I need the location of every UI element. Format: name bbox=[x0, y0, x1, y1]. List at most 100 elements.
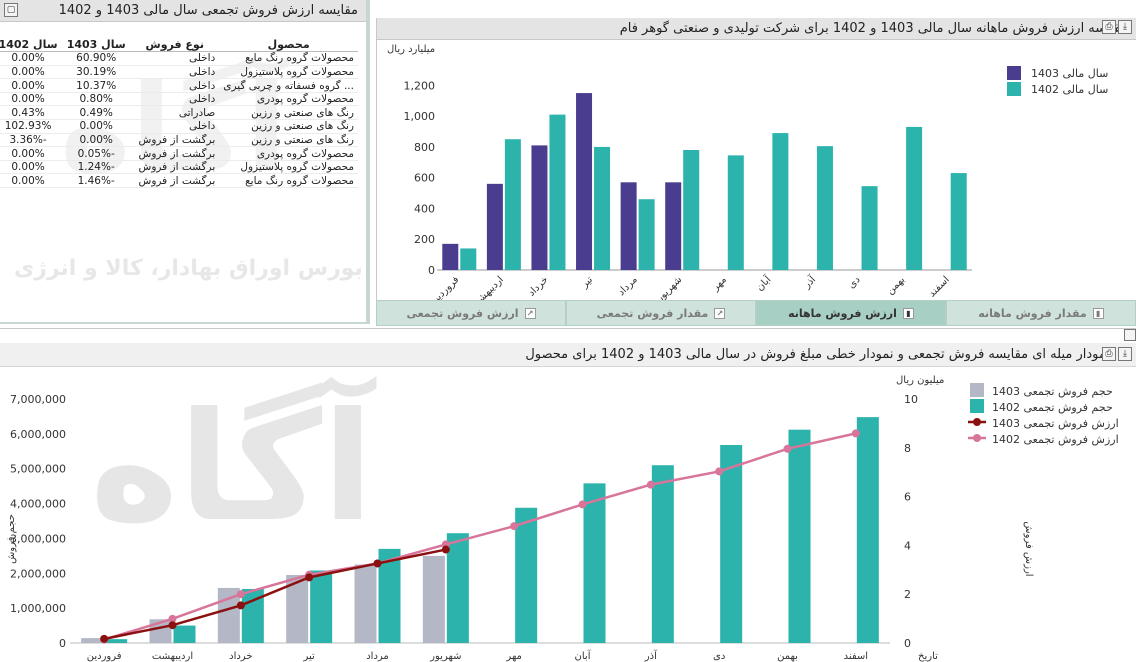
cell-1403: 30.19% bbox=[62, 65, 131, 80]
cell-1402: 0.00% bbox=[0, 160, 63, 175]
cell-1402: -3.36% bbox=[0, 133, 63, 148]
line-1402-point bbox=[851, 429, 860, 438]
cell-1403: -0.05% bbox=[62, 146, 131, 161]
tab-1[interactable]: مقدار فروش تجمعی ↗ bbox=[566, 300, 756, 326]
line-1403-point bbox=[168, 621, 177, 630]
table-panel: مقایسه ارزش فروش تجمعی سال مالی 1403 و 1… bbox=[0, 0, 370, 324]
export-icon[interactable]: ⤓ bbox=[1118, 20, 1132, 34]
line-1402-point bbox=[578, 500, 587, 509]
x-tick-label: اسفند bbox=[844, 651, 868, 662]
print-icon[interactable]: ⎙ bbox=[1102, 20, 1116, 34]
table-panel-title: مقایسه ارزش فروش تجمعی سال مالی 1403 و 1… bbox=[58, 3, 358, 18]
table-row: ... گروه فسفاته و چربی گیری داخلی 10.37% 0.… bbox=[0, 78, 358, 93]
x-tick-label: دی bbox=[713, 651, 725, 662]
line-1403-point bbox=[305, 573, 314, 582]
x-tick-label: آبان bbox=[575, 649, 592, 662]
line-chart-icon: ↗ bbox=[524, 307, 536, 319]
y2-tick-label: 2 bbox=[904, 588, 911, 601]
legend-label: سال مالی 1403 bbox=[1031, 67, 1108, 80]
y-tick-label: 3,000,000 bbox=[10, 532, 66, 545]
header-year-1403[interactable]: سال 1403 bbox=[62, 38, 131, 53]
monthly-panel-titlebar: مقایسه ارزش فروش ماهانه سال مالی 1403 و … bbox=[377, 18, 1136, 40]
bar-1403 bbox=[486, 183, 503, 270]
cell-1403: -1.46% bbox=[62, 173, 131, 189]
table-row: رنگ های صنعتی و رزین برگشت از فروش 0.00% -3… bbox=[0, 133, 358, 148]
table-panel-titlebar: مقایسه ارزش فروش تجمعی سال مالی 1403 و 1… bbox=[0, 0, 366, 22]
tab-2[interactable]: ارزش فروش ماهانه ▮ bbox=[756, 300, 946, 326]
legend-swatch-dot bbox=[973, 418, 981, 426]
print-icon[interactable]: ⎙ bbox=[1102, 347, 1116, 361]
bar-1402 bbox=[906, 126, 923, 270]
cumulative-panel-titlebar: نمودار میله ای مقایسه فروش تجمعی و نمودا… bbox=[0, 343, 1136, 367]
monthly-panel-title: مقایسه ارزش فروش ماهانه سال مالی 1403 و … bbox=[619, 21, 1128, 36]
y-tick-label: 800 bbox=[414, 141, 435, 154]
y-tick-label: 0 bbox=[59, 637, 66, 650]
bar-1402 bbox=[460, 248, 477, 270]
cell-sale-type: داخلی bbox=[130, 65, 220, 80]
watermark-logo: آگاه bbox=[90, 376, 377, 555]
bar-1402 bbox=[504, 139, 521, 270]
tab-3[interactable]: مقدار فروش ماهانه ▮ bbox=[946, 300, 1136, 326]
bar-chart-icon: ▮ bbox=[902, 307, 914, 319]
line-1403-point bbox=[236, 601, 245, 610]
header-product[interactable]: محصول bbox=[219, 38, 358, 53]
x-tick-label: فروردین bbox=[87, 651, 122, 662]
cell-1402: 0.00% bbox=[0, 92, 63, 107]
x-tick-label: مهر bbox=[709, 274, 728, 293]
y-tick-label: 200 bbox=[414, 233, 435, 246]
legend-swatch bbox=[970, 383, 984, 397]
bar-cumulative-1403 bbox=[354, 564, 377, 643]
cell-1402: 0.43% bbox=[0, 105, 63, 121]
cell-product: محصولات گروه رنگ مایع bbox=[219, 51, 358, 66]
bar-1402 bbox=[816, 146, 833, 270]
x-tick-label: مرداد bbox=[366, 651, 389, 662]
tab-0[interactable]: ارزش فروش تجمعی ↗ bbox=[376, 300, 566, 326]
bar-cumulative-1402 bbox=[378, 548, 401, 643]
y-tick-label: 1,000 bbox=[404, 110, 436, 123]
watermark-text: کارگزار بورس اوراق بهادار، کالا و انرژی bbox=[14, 256, 366, 281]
bar-cumulative-1402 bbox=[720, 445, 743, 643]
cell-sale-type: برگشت از فروش bbox=[130, 160, 220, 175]
line-1402-point bbox=[646, 480, 655, 489]
cell-1403: 60.90% bbox=[62, 51, 131, 66]
maximize-icon[interactable]: ▢ bbox=[4, 3, 18, 17]
cell-sale-type: برگشت از فروش bbox=[130, 133, 220, 148]
header-sale-type[interactable]: نوع فروش bbox=[130, 38, 220, 53]
cell-1402: 0.00% bbox=[0, 146, 63, 161]
line-1402-point bbox=[510, 522, 519, 531]
x-tick-label: بهمن bbox=[777, 651, 798, 662]
bar-1402 bbox=[950, 173, 967, 270]
bar-1403 bbox=[576, 93, 593, 270]
cell-product: محصولات گروه پودری bbox=[219, 146, 358, 161]
line-1403-point bbox=[373, 559, 382, 568]
cumulative-panel-title: نمودار میله ای مقایسه فروش تجمعی و نمودا… bbox=[525, 347, 1110, 362]
legend-label: حجم فروش تجمعی 1403 bbox=[992, 385, 1113, 398]
maximize-icon[interactable] bbox=[1124, 329, 1136, 341]
y2-axis-label: ارزش فروش bbox=[1023, 521, 1034, 576]
legend-swatch bbox=[1007, 82, 1021, 96]
cell-1402: 0.00% bbox=[0, 51, 63, 66]
table-row: محصولات گروه پلاستیزول داخلی 30.19% 0.00% bbox=[0, 65, 358, 80]
line-1403-point bbox=[441, 545, 450, 554]
cell-sale-type: داخلی bbox=[130, 51, 220, 66]
bar-cumulative-1402 bbox=[583, 483, 606, 643]
cumulative-combo-chart: آگاه 0 1,000,000 2,000,000 3,000,000 4,000,00… bbox=[6, 375, 1119, 662]
legend-label: ارزش فروش تجمعی 1403 bbox=[992, 417, 1119, 430]
cell-product: محصولات گروه پودری bbox=[219, 92, 358, 107]
sales-share-table: محصول نوع فروش سال 1403 سال 1402 محصولات… bbox=[0, 38, 358, 189]
cell-1403: 0.80% bbox=[62, 92, 131, 107]
line-1402-point bbox=[168, 614, 177, 623]
x-tick-label: آذر bbox=[800, 272, 819, 291]
x-tick-label: تیر bbox=[579, 274, 596, 291]
export-icon[interactable]: ⤓ bbox=[1118, 347, 1132, 361]
bar-cumulative-1403 bbox=[422, 555, 445, 643]
y2-axis-unit: میلیون ریال bbox=[896, 375, 944, 386]
cell-1403: 0.00% bbox=[62, 119, 131, 134]
bar-cumulative-1403 bbox=[81, 638, 104, 643]
y-tick-label: 1,200 bbox=[404, 79, 436, 92]
header-year-1402[interactable]: سال 1402 bbox=[0, 38, 63, 53]
bar-cumulative-1403 bbox=[286, 575, 309, 643]
line-1402-point bbox=[715, 467, 724, 476]
bar-1402 bbox=[772, 133, 789, 270]
table-row: رنگ های صنعتی و رزین داخلی 0.00% 102.93% bbox=[0, 119, 358, 134]
